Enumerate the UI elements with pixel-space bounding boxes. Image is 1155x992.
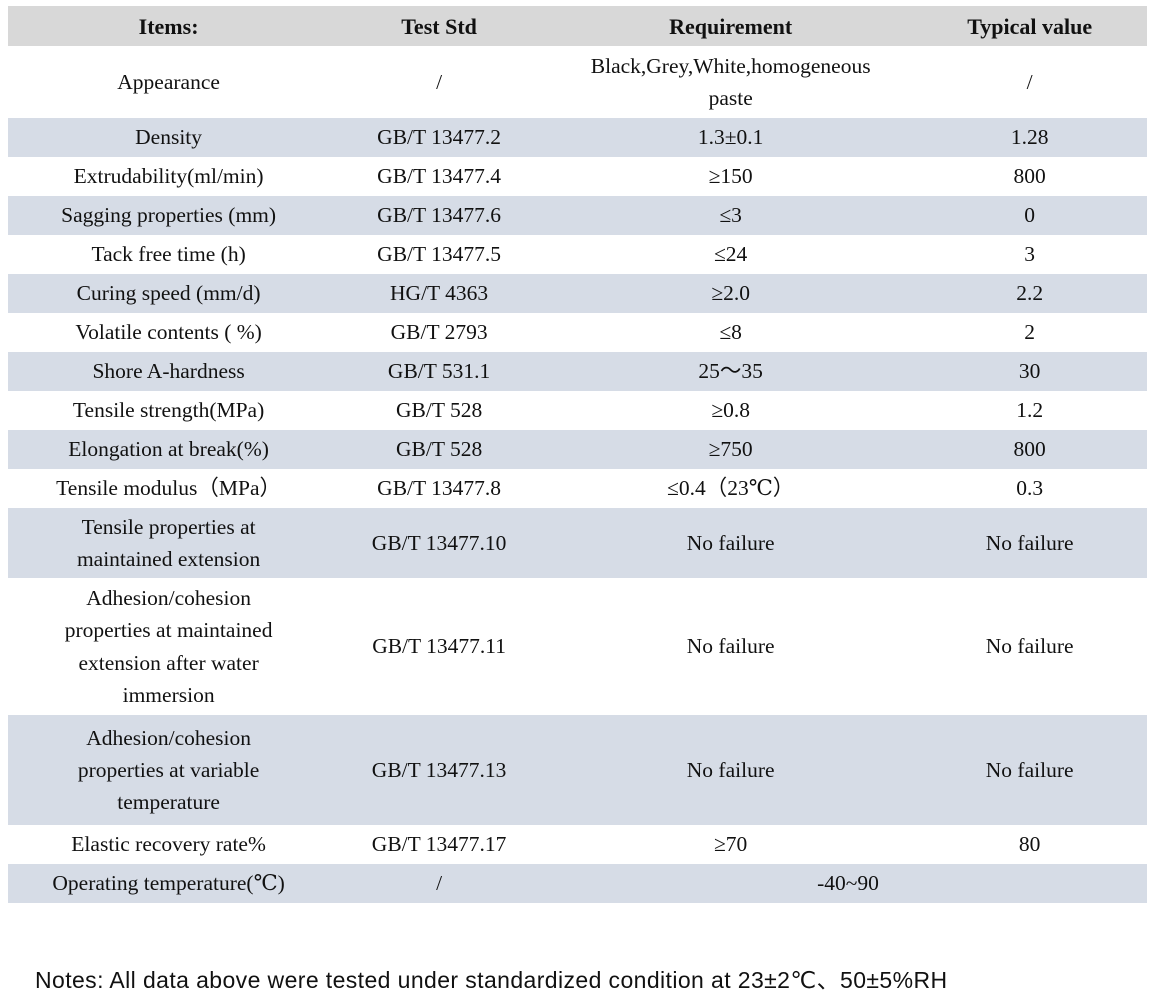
col-header-requirement: Requirement xyxy=(669,13,793,39)
item-cell: Shore A-hardness xyxy=(92,359,245,384)
col-header-typical-value: Typical value xyxy=(967,13,1093,39)
notes-text: Notes: All data above were tested under … xyxy=(35,967,948,992)
requirement-cell: Black,Grey,White,homogeneous paste xyxy=(590,53,871,110)
test-std-cell: GB/T 13477.17 xyxy=(371,832,507,857)
test-std-cell: GB/T 528 xyxy=(395,437,483,462)
typical-value-cell: 2.2 xyxy=(1016,281,1044,306)
requirement-cell: ≥70 xyxy=(714,832,748,857)
test-std-cell: GB/T 531.1 xyxy=(387,359,491,384)
requirement-cell: No failure xyxy=(686,530,775,555)
table-row-adhesion-water-immersion: Adhesion/cohesion properties at maintain… xyxy=(8,578,1147,715)
table-row-operating-temperature: Operating temperature(℃) / -40~90 xyxy=(8,864,1147,903)
col-header-items: Items: xyxy=(138,13,199,39)
test-std-cell: GB/T 13477.11 xyxy=(372,634,506,659)
requirement-cell: ≥0.8 xyxy=(711,398,750,423)
typical-value-cell: 0.3 xyxy=(1016,476,1044,501)
table-row-shore-hardness: Shore A-hardness GB/T 531.1 25～35 30 xyxy=(8,352,1147,391)
test-std-cell: GB/T 13477.4 xyxy=(377,164,502,189)
test-std-cell: GB/T 13477.6 xyxy=(377,203,502,228)
requirement-cell: ≥750 xyxy=(708,437,753,462)
table-row-extrudability: Extrudability(ml/min) GB/T 13477.4 ≥150 … xyxy=(8,157,1147,196)
table-row-sagging: Sagging properties (mm) GB/T 13477.6 ≤3 … xyxy=(8,196,1147,235)
requirement-cell: 25～35 xyxy=(698,359,763,384)
typical-value-cell: 3 xyxy=(1024,242,1036,267)
typical-value-cell: 1.2 xyxy=(1016,398,1044,423)
typical-value-cell: 800 xyxy=(1013,437,1046,462)
table-row-tack-free-time: Tack free time (h) GB/T 13477.5 ≤24 3 xyxy=(8,235,1147,274)
typical-value-cell: No failure xyxy=(985,757,1074,782)
table-row-elongation: Elongation at break(%) GB/T 528 ≥750 800 xyxy=(8,430,1147,469)
typical-value-cell: 80 xyxy=(1018,832,1041,857)
item-cell: Elongation at break(%) xyxy=(68,437,269,462)
item-cell: Volatile contents ( %) xyxy=(75,320,262,345)
table-row-tensile-modulus: Tensile modulus（MPa） GB/T 13477.8 ≤0.4（2… xyxy=(8,469,1147,508)
test-std-cell: GB/T 2793 xyxy=(390,320,488,345)
item-cell: Operating temperature(℃) xyxy=(52,871,285,896)
typical-value-cell: No failure xyxy=(985,634,1074,659)
header-row: Items: Test Std Requirement Typical valu… xyxy=(8,6,1147,46)
test-std-cell: GB/T 13477.13 xyxy=(371,757,507,782)
requirement-cell: ≤0.4（23℃） xyxy=(667,476,795,501)
typical-value-cell: 1.28 xyxy=(1010,125,1049,150)
typical-value-cell: 800 xyxy=(1013,164,1046,189)
test-std-cell: GB/T 528 xyxy=(395,398,483,423)
spec-table: Items: Test Std Requirement Typical valu… xyxy=(8,6,1147,903)
requirement-cell: ≤8 xyxy=(719,320,742,345)
typical-value-cell: 0 xyxy=(1024,203,1036,228)
requirement-cell: ≥150 xyxy=(708,164,753,189)
requirement-cell: No failure xyxy=(686,634,775,659)
test-std-cell: GB/T 13477.10 xyxy=(371,530,507,555)
table-row-tensile-maintained-extension: Tensile properties at maintained extensi… xyxy=(8,508,1147,578)
item-cell: Tensile properties at maintained extensi… xyxy=(76,514,261,571)
table-row-appearance: Appearance / Black,Grey,White,homogeneou… xyxy=(8,46,1147,118)
table-row-elastic-recovery: Elastic recovery rate% GB/T 13477.17 ≥70… xyxy=(8,825,1147,864)
table-row-volatile-contents: Volatile contents ( %) GB/T 2793 ≤8 2 xyxy=(8,313,1147,352)
item-cell: Density xyxy=(135,125,203,150)
item-cell: Elastic recovery rate% xyxy=(71,832,266,857)
test-std-cell: GB/T 13477.5 xyxy=(377,242,502,267)
col-header-test-std: Test Std xyxy=(401,13,477,39)
typical-value-cell: 2 xyxy=(1024,320,1036,345)
item-cell: Curing speed (mm/d) xyxy=(76,281,261,306)
typical-value-cell: 30 xyxy=(1018,359,1041,384)
requirement-cell: No failure xyxy=(686,757,775,782)
typical-value-cell: / xyxy=(1026,69,1033,94)
table-row-tensile-strength: Tensile strength(MPa) GB/T 528 ≥0.8 1.2 xyxy=(8,391,1147,430)
table-row-density: Density GB/T 13477.2 1.3±0.1 1.28 xyxy=(8,118,1147,157)
table-row-curing-speed: Curing speed (mm/d) HG/T 4363 ≥2.0 2.2 xyxy=(8,274,1147,313)
requirement-cell: 1.3±0.1 xyxy=(697,125,764,150)
table-row-adhesion-variable-temperature: Adhesion/cohesion properties at variable… xyxy=(8,715,1147,825)
item-cell: Extrudability(ml/min) xyxy=(73,164,264,189)
requirement-cell: ≤3 xyxy=(719,203,742,228)
item-cell: Adhesion/cohesion properties at variable… xyxy=(77,725,260,815)
test-std-cell: GB/T 13477.2 xyxy=(377,125,502,150)
test-std-cell: HG/T 4363 xyxy=(390,281,489,306)
item-cell: Tack free time (h) xyxy=(91,242,246,267)
test-std-cell: GB/T 13477.8 xyxy=(377,476,502,501)
item-cell: Tensile strength(MPa) xyxy=(72,398,265,423)
item-cell: Tensile modulus（MPa） xyxy=(56,476,282,501)
test-std-cell: / xyxy=(436,69,443,94)
test-std-cell: / xyxy=(436,871,443,896)
requirement-cell-merged: -40~90 xyxy=(817,871,879,896)
item-cell: Appearance xyxy=(117,69,220,94)
item-cell: Adhesion/cohesion properties at maintain… xyxy=(64,586,273,707)
requirement-cell: ≤24 xyxy=(714,242,748,267)
item-cell: Sagging properties (mm) xyxy=(61,203,277,228)
typical-value-cell: No failure xyxy=(985,530,1074,555)
requirement-cell: ≥2.0 xyxy=(711,281,750,306)
